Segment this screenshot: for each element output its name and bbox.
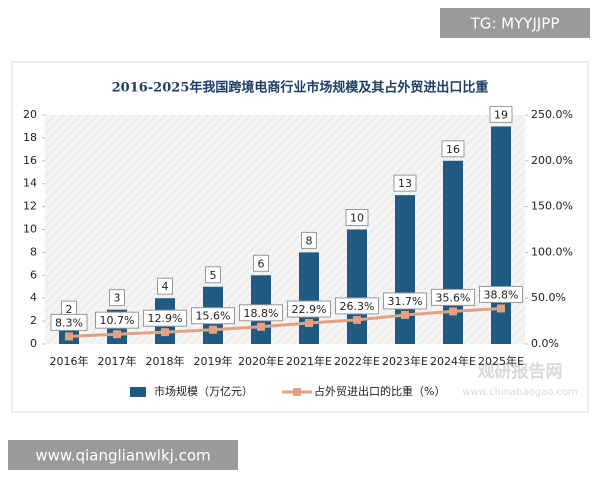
x-tick-label: 2019年 <box>194 354 233 368</box>
tag-box <box>440 8 590 38</box>
bar-label-box <box>157 277 173 295</box>
legend-label: 占外贸进出口的比重（%） <box>314 384 445 398</box>
line-label-box <box>50 313 88 331</box>
line-label: 15.6% <box>196 310 231 323</box>
line-label-box <box>95 311 139 329</box>
x-tick-label: 2023年E <box>382 354 428 368</box>
bar-label-box <box>489 105 513 123</box>
y2-tick-label: 100.0% <box>531 245 573 258</box>
line-label: 35.6% <box>436 291 471 304</box>
watermark: 观研报告网 <box>477 361 563 382</box>
bar-label-box <box>253 254 269 272</box>
bar-label: 4 <box>162 280 169 293</box>
bar-label-box <box>441 140 465 158</box>
line-label: 38.8% <box>484 288 519 301</box>
legend-label: 市场规模（万亿元） <box>154 384 253 398</box>
y-tick-label: 4 <box>30 291 37 304</box>
bar-label: 3 <box>114 292 121 305</box>
line-marker <box>497 304 505 313</box>
x-tick-label: 2025年E <box>478 354 524 368</box>
bar-label: 5 <box>210 269 217 282</box>
line-marker <box>209 325 217 334</box>
y-tick-label: 14 <box>23 177 37 190</box>
line-label-box <box>239 304 283 322</box>
line-label: 8.3% <box>55 316 83 329</box>
line-label: 10.7% <box>100 314 135 327</box>
y-tick-label: 18 <box>23 131 37 144</box>
y-tick-label: 0 <box>30 337 37 350</box>
y-tick-label: 10 <box>23 223 37 236</box>
line-label-box <box>335 297 379 315</box>
bar-label: 2 <box>66 303 73 316</box>
bar-label-box <box>393 174 417 192</box>
line-marker <box>257 322 265 331</box>
x-tick-label: 2018年 <box>146 354 185 368</box>
line <box>68 306 502 338</box>
y-tick-label: 8 <box>30 245 37 258</box>
bar-label: 8 <box>306 234 313 247</box>
line-label: 31.7% <box>388 295 423 308</box>
line-marker <box>113 330 121 339</box>
y2-tick-label: 250.0% <box>531 108 573 121</box>
line-label: 18.8% <box>244 307 279 320</box>
x-tick-label: 2024年E <box>430 354 476 368</box>
bar-label-box <box>301 231 317 249</box>
x-tick-label: 2017年 <box>98 354 137 368</box>
bar <box>347 229 367 344</box>
bar <box>443 160 463 344</box>
y-tick-label: 2 <box>30 314 37 327</box>
bar-label: 19 <box>494 108 508 121</box>
line-label: 12.9% <box>148 312 183 325</box>
line-label: 22.9% <box>292 303 327 316</box>
x-tick-label: 2021年E <box>286 354 332 368</box>
line-label-box <box>143 309 187 327</box>
line-marker <box>353 315 361 324</box>
line-label-box <box>287 300 331 318</box>
y-tick-label: 16 <box>23 154 37 167</box>
y-tick-label: 12 <box>23 200 37 213</box>
footer-url: www.qianglianwlkj.com <box>35 447 210 465</box>
line-label-box <box>479 285 523 303</box>
bar-label: 13 <box>398 177 412 190</box>
x-tick-label: 2020年E <box>238 354 284 368</box>
y2-tick-label: 0.0% <box>531 337 559 350</box>
y2-tick-label: 200.0% <box>531 154 573 167</box>
bar-label-box <box>109 289 125 307</box>
line-label-box <box>383 292 427 310</box>
y-tick-label: 20 <box>23 108 37 121</box>
bar-label: 6 <box>258 257 265 270</box>
line-marker <box>449 307 457 316</box>
tag: TG: MYYJJPP <box>470 15 560 33</box>
bar-label: 10 <box>350 212 364 225</box>
bar-label-box <box>205 266 221 284</box>
line-marker <box>65 332 73 341</box>
line-label-box <box>191 307 235 325</box>
line-marker <box>401 310 409 319</box>
bar-label-box <box>345 209 369 226</box>
x-tick-label: 2022年E <box>334 354 380 368</box>
bar <box>395 195 415 344</box>
line-label-box <box>431 288 475 306</box>
line-marker <box>305 319 313 328</box>
footer-box <box>8 440 238 470</box>
watermark-url: www.chinabaogao.com <box>462 387 577 398</box>
chart-title: 2016-2025年我国跨境电商行业市场规模及其占外贸进出口比重 <box>112 80 489 96</box>
y2-tick-label: 150.0% <box>531 200 573 213</box>
legend-swatch-marker <box>293 388 301 396</box>
x-tick-label: 2016年 <box>50 354 89 368</box>
y2-tick-label: 50.0% <box>531 291 566 304</box>
line-marker <box>161 328 169 337</box>
legend-swatch <box>130 387 146 397</box>
y-tick-label: 6 <box>30 268 37 281</box>
bar <box>299 252 319 344</box>
bar-label: 16 <box>446 143 460 156</box>
line-label: 26.3% <box>340 300 375 313</box>
